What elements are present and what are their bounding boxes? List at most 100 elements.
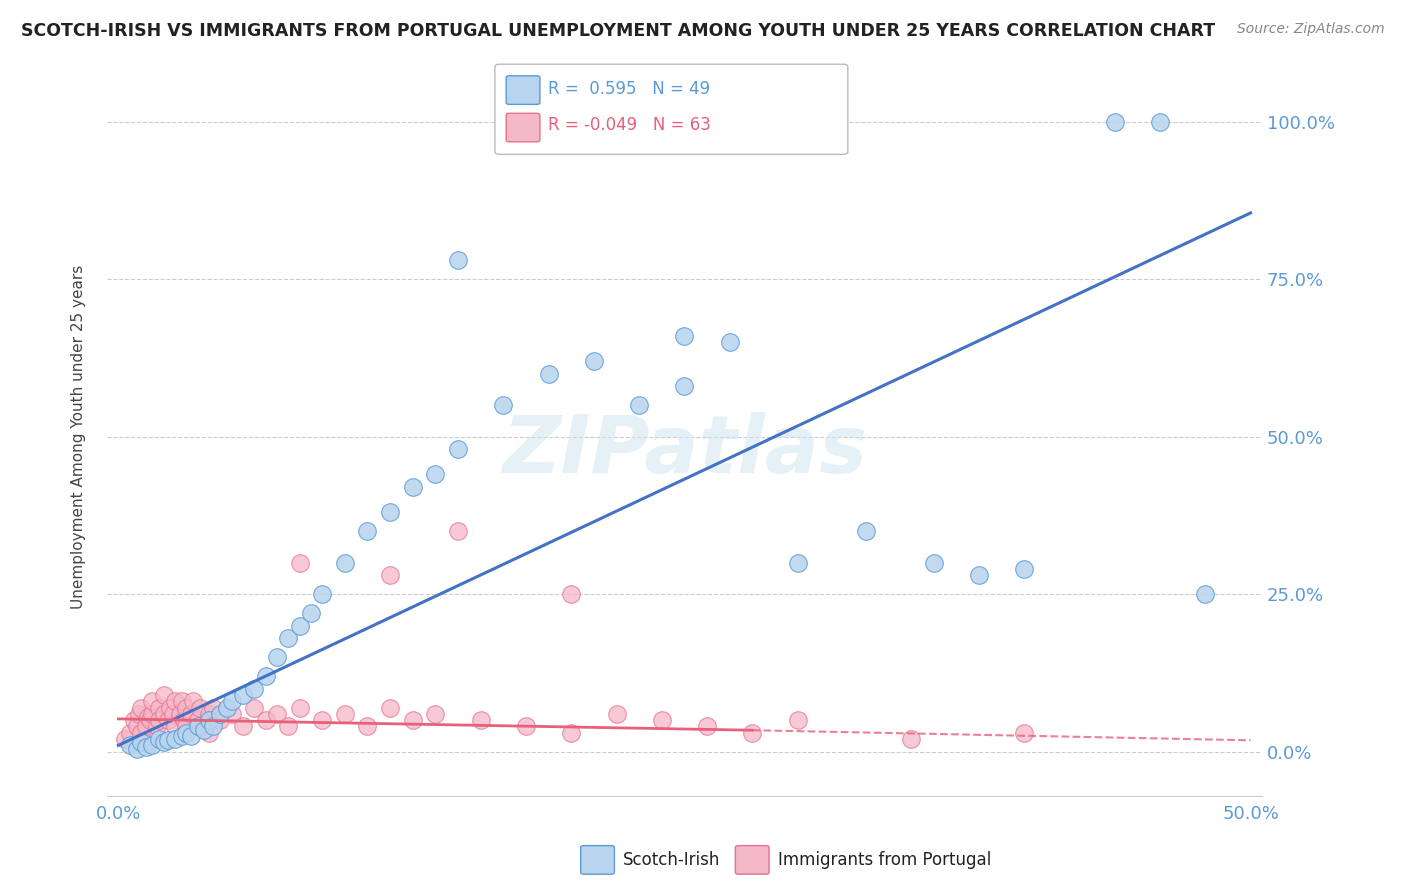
Text: Source: ZipAtlas.com: Source: ZipAtlas.com: [1237, 22, 1385, 37]
Point: [378, 568, 401, 582]
Point: [163, 732, 186, 747]
Point: [515, 719, 537, 733]
Point: [162, 706, 184, 721]
Point: [221, 706, 243, 721]
Point: [118, 725, 141, 739]
Point: [148, 700, 170, 714]
Point: [266, 706, 288, 721]
Point: [288, 618, 311, 632]
Point: [922, 556, 945, 570]
Point: [181, 694, 204, 708]
Point: [125, 741, 148, 756]
Point: [1012, 725, 1035, 739]
Point: [673, 379, 696, 393]
Point: [243, 700, 266, 714]
Point: [628, 398, 651, 412]
Point: [651, 713, 673, 727]
Point: [193, 719, 215, 733]
Point: [673, 328, 696, 343]
Point: [786, 713, 808, 727]
Point: [152, 688, 174, 702]
Point: [125, 719, 148, 733]
Point: [1194, 587, 1216, 601]
Point: [173, 713, 195, 727]
Point: [288, 700, 311, 714]
Point: [277, 719, 299, 733]
Point: [157, 733, 180, 747]
Point: [560, 725, 582, 739]
Point: [288, 556, 311, 570]
Point: [786, 556, 808, 570]
Point: [180, 706, 202, 721]
Point: [277, 632, 299, 646]
Point: [1012, 562, 1035, 576]
Point: [254, 669, 277, 683]
Point: [176, 725, 198, 739]
Point: [402, 480, 425, 494]
Point: [176, 700, 198, 714]
Point: [1149, 114, 1171, 128]
Point: [157, 713, 180, 727]
Point: [254, 713, 277, 727]
Point: [217, 700, 239, 714]
Point: [855, 524, 877, 538]
Point: [402, 713, 425, 727]
Point: [209, 706, 232, 721]
Point: [243, 681, 266, 696]
Point: [193, 723, 215, 737]
Point: [114, 732, 136, 747]
Point: [159, 700, 181, 714]
Point: [198, 725, 221, 739]
Y-axis label: Unemployment Among Youth under 25 years: Unemployment Among Youth under 25 years: [72, 264, 86, 608]
Point: [232, 688, 254, 702]
Point: [176, 719, 198, 733]
Point: [606, 706, 628, 721]
Point: [311, 587, 333, 601]
Point: [163, 719, 186, 733]
Point: [141, 694, 163, 708]
Point: [169, 706, 191, 721]
Point: [152, 735, 174, 749]
Point: [333, 706, 356, 721]
Point: [425, 706, 447, 721]
Point: [447, 442, 470, 457]
Point: [900, 732, 922, 747]
Text: SCOTCH-IRISH VS IMMIGRANTS FROM PORTUGAL UNEMPLOYMENT AMONG YOUTH UNDER 25 YEARS: SCOTCH-IRISH VS IMMIGRANTS FROM PORTUGAL…: [21, 22, 1215, 40]
Point: [129, 735, 152, 749]
Point: [221, 694, 243, 708]
Point: [696, 719, 718, 733]
Point: [163, 694, 186, 708]
Point: [425, 467, 447, 482]
Point: [128, 706, 150, 721]
Point: [141, 739, 163, 753]
Point: [148, 732, 170, 747]
Point: [170, 694, 193, 708]
Point: [139, 713, 162, 727]
Point: [136, 710, 159, 724]
Point: [152, 706, 174, 721]
Point: [378, 700, 401, 714]
Point: [118, 739, 141, 753]
Point: [1104, 114, 1126, 128]
Point: [170, 729, 193, 743]
Point: [470, 713, 492, 727]
Point: [188, 700, 211, 714]
Point: [537, 367, 560, 381]
Point: [447, 253, 470, 268]
Point: [378, 505, 401, 519]
Point: [202, 700, 225, 714]
Text: ZIPatlas: ZIPatlas: [502, 412, 868, 490]
Text: Scotch-Irish: Scotch-Irish: [623, 851, 720, 869]
Point: [356, 719, 378, 733]
Point: [582, 354, 605, 368]
Point: [187, 713, 209, 727]
Point: [129, 700, 152, 714]
Point: [718, 335, 741, 350]
Point: [135, 719, 157, 733]
Point: [299, 606, 322, 620]
Text: R = -0.049   N = 63: R = -0.049 N = 63: [548, 116, 711, 134]
Point: [202, 719, 225, 733]
Point: [333, 556, 356, 570]
Point: [560, 587, 582, 601]
Point: [141, 706, 163, 721]
